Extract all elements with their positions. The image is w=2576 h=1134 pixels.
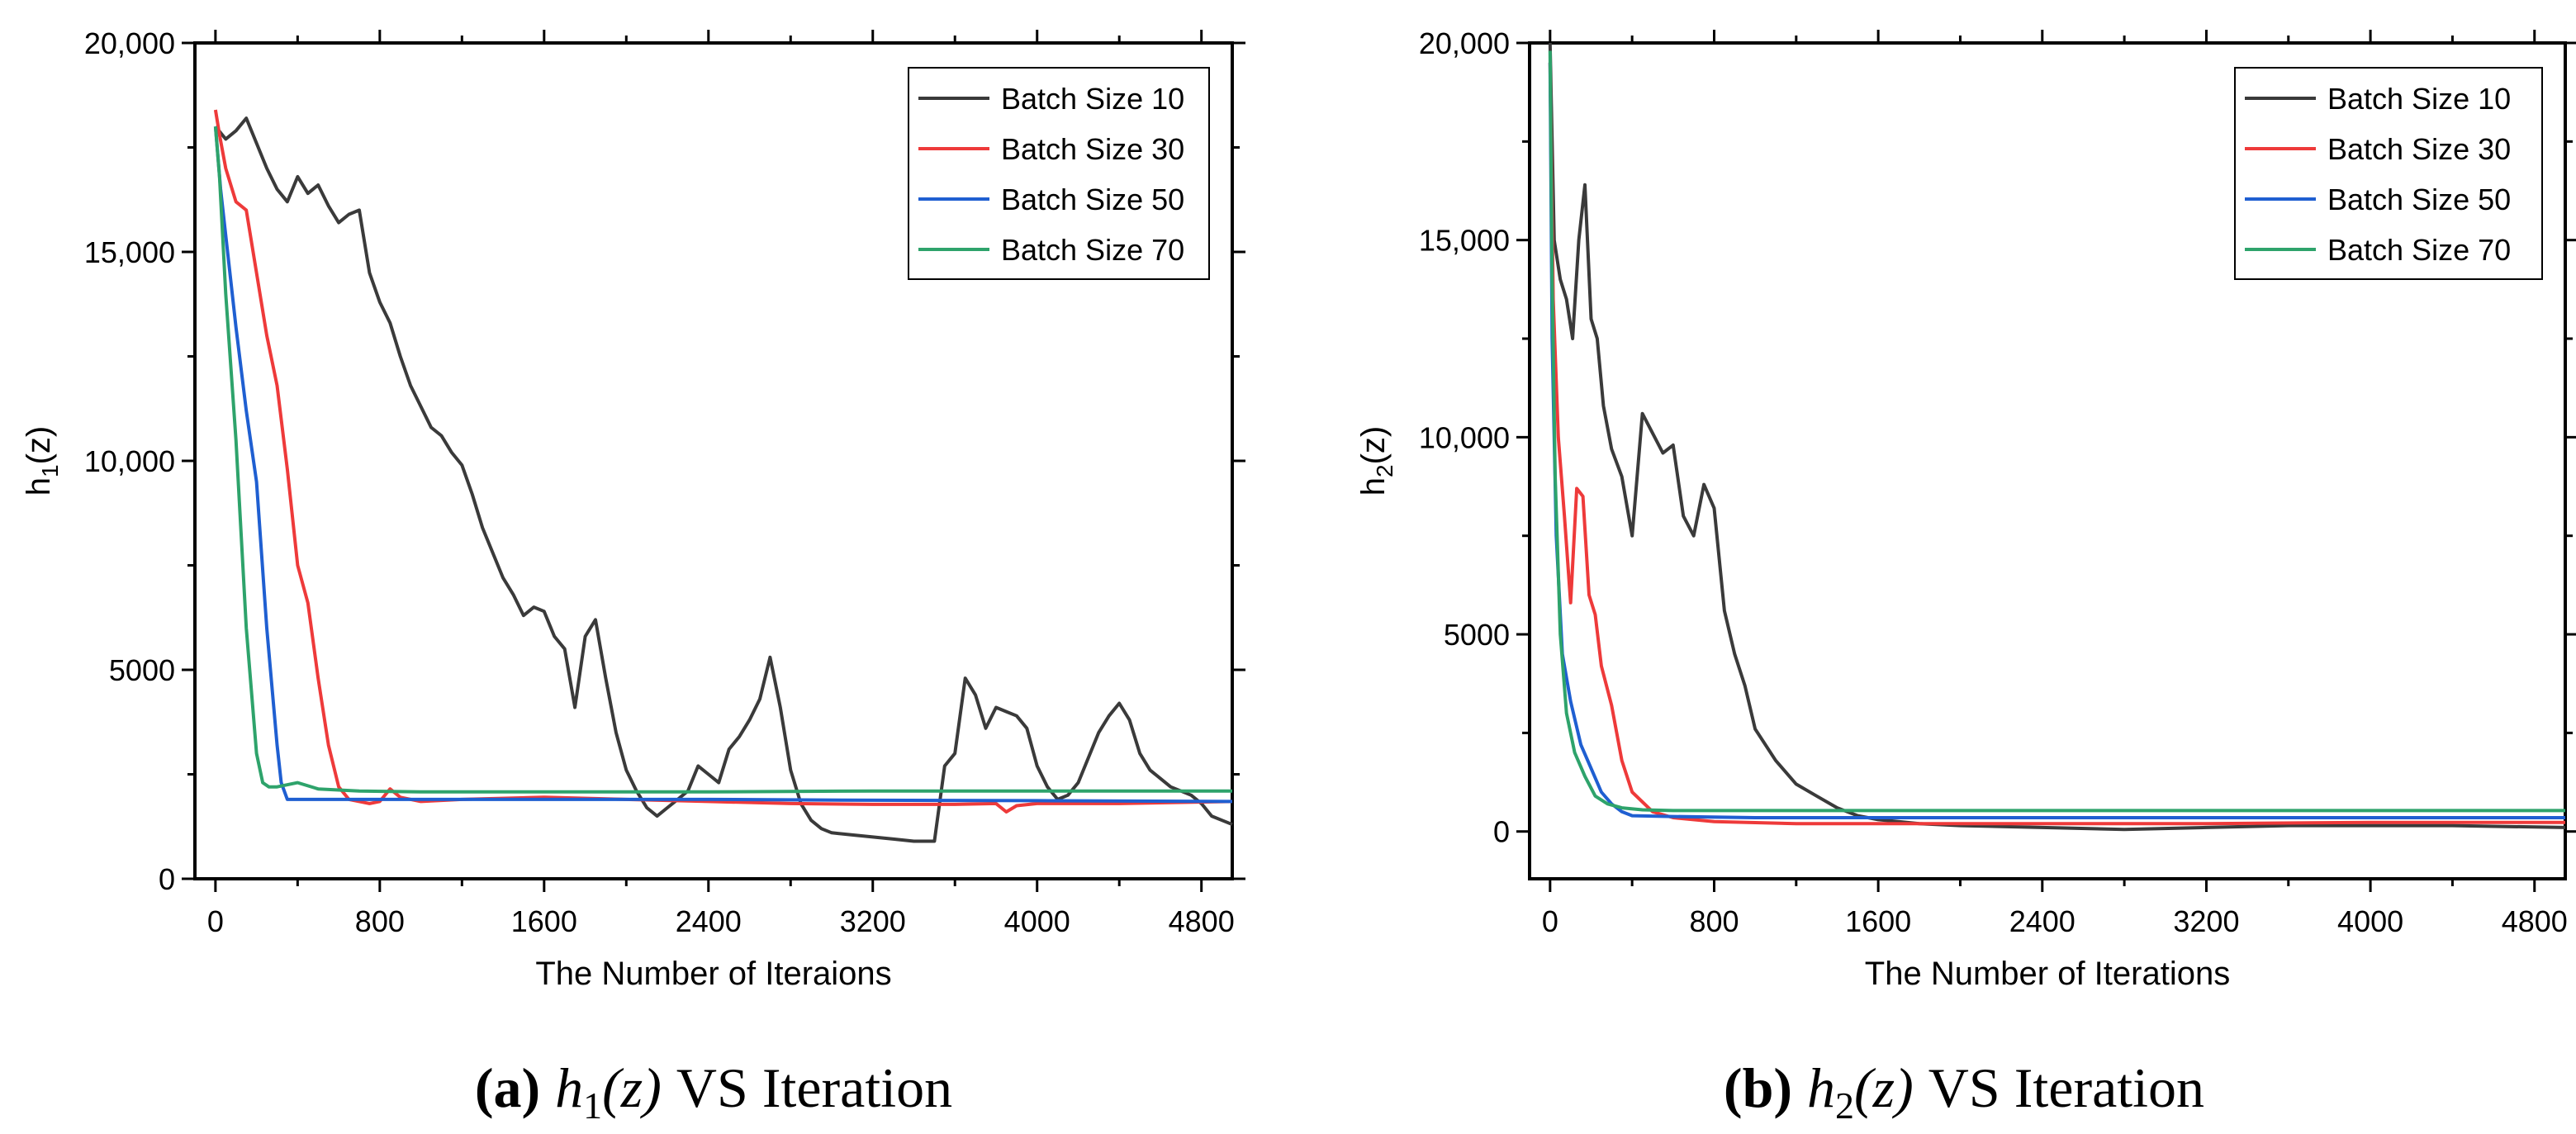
y-tick-label-b: 20,000	[1419, 26, 1510, 60]
y-tick-label-b: 10,000	[1419, 420, 1510, 454]
caption-b-rest: VS Iteration	[1928, 1056, 2204, 1119]
series-line-b-1	[1548, 62, 2565, 826]
x-tick-label-b: 4800	[2502, 904, 2568, 938]
legend-label-a-3: Batch Size 70	[1001, 233, 1184, 267]
caption-a-fn: h	[555, 1056, 583, 1119]
y-axis-label-b-rest: (z)	[1355, 426, 1392, 465]
series-line-b-0	[1548, 42, 2566, 832]
series-line-a-3	[213, 126, 1232, 794]
x-tick-label-b: 2400	[2009, 904, 2076, 938]
series-group-a	[213, 109, 1233, 843]
x-tick-label-a: 3200	[840, 904, 906, 938]
x-ticks-b: 0 800 1600 2400 3200 4000 4800	[1542, 30, 2568, 938]
legend-label-a-0: Batch Size 10	[1001, 82, 1184, 116]
x-tick-label-b: 3200	[2173, 904, 2239, 938]
caption-a-sub: 1	[583, 1084, 602, 1127]
y-axis-label-a-sub: 1	[37, 464, 63, 477]
caption-a-letter: (a)	[475, 1056, 540, 1119]
y-axis-label-a: h1(z)	[21, 426, 63, 496]
y-axis-label-b-base: h	[1355, 477, 1392, 496]
y-ticks-a: 0 5000 10,000 15,000 20,000	[84, 26, 1245, 896]
series-group-b	[1548, 42, 2566, 832]
panel-b: 0 800 1600 2400 3200 4000 4800 0 5000 10,000 15,0…	[1355, 26, 2576, 1127]
caption-b-arg: (z)	[1854, 1056, 1914, 1119]
y-tick-label-a: 0	[159, 862, 175, 896]
y-tick-label-b: 0	[1493, 815, 1510, 849]
y-axis-label-b-sub: 2	[1372, 464, 1397, 477]
x-tick-label-a: 800	[355, 904, 405, 938]
y-tick-label-a: 10,000	[84, 444, 175, 478]
caption-b-sub: 2	[1835, 1084, 1854, 1127]
x-tick-label-b: 4000	[2337, 904, 2403, 938]
x-tick-label-a: 4000	[1004, 904, 1070, 938]
series-line-b-3	[1548, 50, 2565, 813]
legend-label-b-3: Batch Size 70	[2327, 233, 2511, 267]
x-tick-label-a: 0	[207, 904, 224, 938]
x-tick-label-a: 1600	[511, 904, 577, 938]
caption-b-letter: (b)	[1724, 1056, 1792, 1119]
y-tick-label-a: 15,000	[84, 235, 175, 269]
caption-a-arg: (z)	[602, 1056, 662, 1119]
y-axis-label-a-rest: (z)	[21, 426, 57, 465]
x-ticks-a: 0 800 1600 2400 3200 4000 4800	[207, 30, 1235, 938]
legend-label-b-1: Batch Size 30	[2327, 132, 2511, 166]
caption-b-fn: h	[1807, 1056, 1835, 1119]
x-tick-label-b: 800	[1689, 904, 1739, 938]
y-ticks-b: 0 5000 10,000 15,000 20,000	[1419, 26, 2576, 849]
x-tick-label-a: 2400	[676, 904, 742, 938]
legend-b: Batch Size 10 Batch Size 30 Batch Size 5…	[2234, 67, 2543, 280]
caption-a-rest: VS Iteration	[676, 1056, 952, 1119]
legend-box-a	[908, 67, 1210, 280]
panel-a: 0 800 1600 2400 3200 4000 4800 0 5000 10,000 15,0…	[21, 26, 1245, 1127]
y-tick-label-b: 5000	[1444, 618, 1510, 652]
legend-label-b-0: Batch Size 10	[2327, 82, 2511, 116]
x-axis-label-b: The Number of Iterations	[1865, 956, 2230, 992]
legend-label-a-1: Batch Size 30	[1001, 132, 1184, 166]
legend-label-b-2: Batch Size 50	[2327, 183, 2511, 216]
y-axis-label-b: h2(z)	[1355, 426, 1397, 496]
x-axis-label-a: The Number of Iteraions	[535, 956, 891, 992]
x-tick-label-a: 4800	[1169, 904, 1235, 938]
caption-a: (a) h1(z) VS Iteration	[475, 1056, 952, 1127]
legend-label-a-2: Batch Size 50	[1001, 183, 1184, 216]
legend-a: Batch Size 10 Batch Size 30 Batch Size 5…	[908, 67, 1210, 280]
series-line-a-2	[213, 126, 1233, 804]
legend-box-b	[2234, 67, 2543, 280]
x-tick-label-b: 0	[1542, 904, 1558, 938]
caption-b: (b) h2(z) VS Iteration	[1724, 1056, 2204, 1127]
y-tick-label-a: 20,000	[84, 26, 175, 60]
y-tick-label-a: 5000	[109, 653, 175, 687]
y-axis-label-a-base: h	[21, 477, 57, 496]
x-tick-label-b: 1600	[1845, 904, 1911, 938]
y-tick-label-b: 15,000	[1419, 224, 1510, 258]
plot-frame-b	[1528, 41, 2567, 880]
series-line-a-1	[213, 109, 1233, 814]
